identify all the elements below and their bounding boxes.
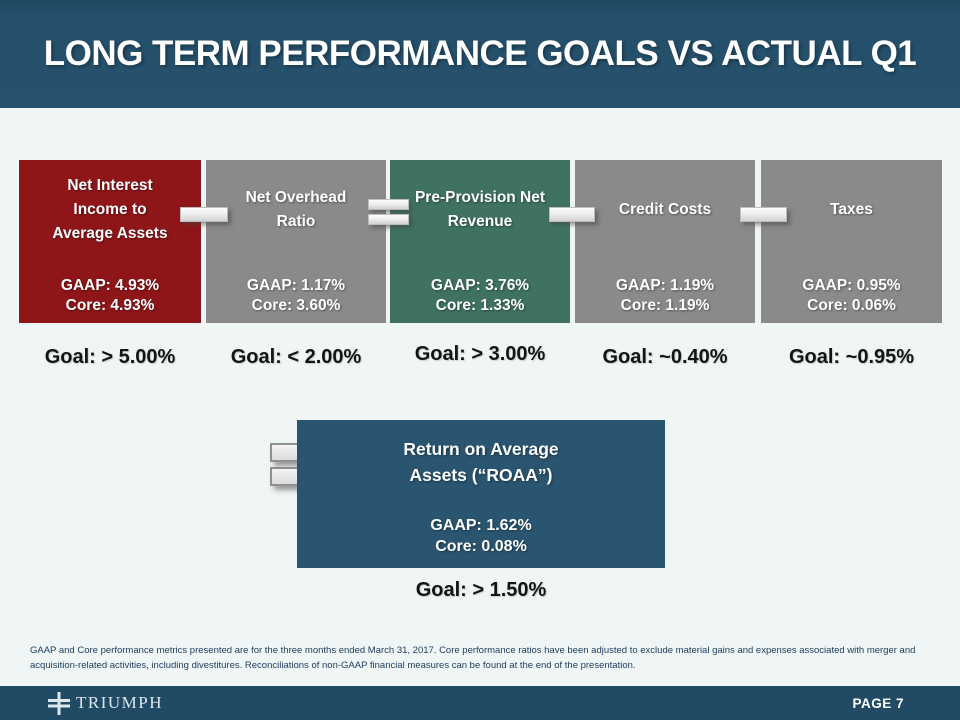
metric-gaap-value: GAAP: 3.76%: [430, 277, 530, 295]
metric-stats: GAAP: 1.19% Core: 1.19%: [575, 276, 755, 323]
footer-bar: TRIUMPH PAGE 7: [0, 686, 960, 720]
metric-title: Net Overhead Ratio: [245, 188, 347, 230]
goal-label-credit-costs: Goal: ~0.40%: [602, 346, 728, 368]
equals-connector-icon: [368, 199, 409, 210]
minus-connector-icon: [180, 207, 228, 222]
goal-label-net-overhead-ratio: Goal: < 2.00%: [230, 346, 362, 368]
summary-core-value: Core: 0.08%: [435, 538, 527, 556]
goal-label-taxes: Goal: ~0.95%: [788, 346, 915, 368]
metric-box-net-overhead-ratio: Net Overhead Ratio GAAP: 1.17% Core: 3.6…: [206, 160, 386, 323]
goal-label-roaa: Goal: > 1.50%: [415, 579, 547, 601]
summary-title: Return on Average Assets (“ROAA”): [403, 439, 559, 486]
metric-title: Taxes: [830, 200, 873, 218]
metric-gaap-value: GAAP: 4.93%: [60, 277, 160, 295]
page-number-label: PAGE 7: [852, 695, 904, 711]
metric-stats: GAAP: 1.17% Core: 3.60%: [206, 276, 386, 323]
slide-title: LONG TERM PERFORMANCE GOALS VS ACTUAL Q1: [43, 34, 917, 73]
metric-box-taxes: Taxes GAAP: 0.95% Core: 0.06%: [761, 160, 942, 323]
metric-title: Pre-Provision Net Revenue: [414, 188, 546, 230]
metric-stats: GAAP: 4.93% Core: 4.93%: [19, 276, 201, 323]
metric-title-wrap: Credit Costs: [575, 160, 755, 260]
metric-title-wrap: Pre-Provision Net Revenue: [390, 160, 570, 260]
metric-core-value: Core: 0.06%: [807, 296, 896, 314]
brand-name: TRIUMPH: [76, 693, 164, 712]
summary-box-roaa: Return on Average Assets (“ROAA”) GAAP: …: [297, 420, 665, 568]
metric-title-wrap: Net Interest Income to Average Assets: [19, 160, 201, 260]
metric-gaap-value: GAAP: 0.95%: [802, 277, 901, 295]
metric-stats: GAAP: 3.76% Core: 1.33%: [390, 276, 570, 323]
metric-title-wrap: Taxes: [761, 160, 942, 260]
metric-core-value: Core: 4.93%: [65, 296, 155, 314]
metric-gaap-value: GAAP: 1.17%: [246, 277, 346, 295]
metric-title: Credit Costs: [618, 200, 712, 218]
metric-stats: GAAP: 0.95% Core: 0.06%: [761, 276, 942, 323]
minus-connector-icon: [740, 207, 787, 222]
brand-logo: TRIUMPH: [46, 691, 163, 716]
triumph-cross-icon: [48, 691, 70, 715]
metric-box-credit-costs: Credit Costs GAAP: 1.19% Core: 1.19%: [575, 160, 755, 323]
summary-gaap-value: GAAP: 1.62%: [430, 517, 532, 535]
metric-box-net-interest-income: Net Interest Income to Average Assets GA…: [19, 160, 201, 323]
equals-connector-icon: [368, 214, 409, 225]
metric-box-pre-provision-net-revenue: Pre-Provision Net Revenue GAAP: 3.76% Co…: [390, 160, 570, 323]
slide-header: LONG TERM PERFORMANCE GOALS VS ACTUAL Q1: [0, 0, 960, 108]
metric-title: Net Interest Income to Average Assets: [52, 176, 168, 242]
metric-core-value: Core: 3.60%: [251, 296, 341, 314]
goal-label-pre-provision-net-revenue: Goal: > 3.00%: [414, 343, 546, 365]
metric-core-value: Core: 1.33%: [435, 296, 525, 314]
metric-core-value: Core: 1.19%: [620, 296, 710, 314]
summary-stats: GAAP: 1.62% Core: 0.08%: [430, 516, 531, 568]
goal-label-net-interest-income: Goal: > 5.00%: [44, 346, 176, 368]
footnote-text: GAAP and Core performance metrics presen…: [30, 645, 916, 671]
metric-gaap-value: GAAP: 1.19%: [615, 277, 715, 295]
metric-title-wrap: Net Overhead Ratio: [206, 160, 386, 260]
minus-connector-icon: [549, 207, 595, 222]
